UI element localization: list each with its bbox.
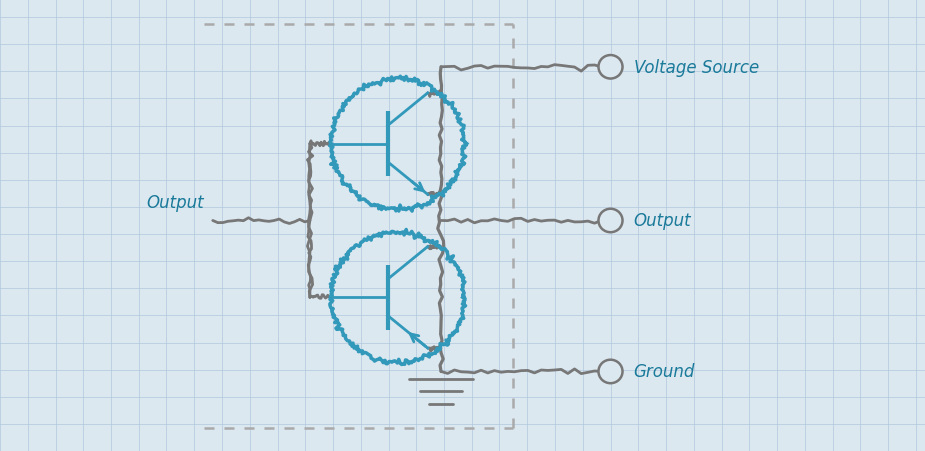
Text: Output: Output — [146, 194, 204, 212]
Circle shape — [598, 209, 623, 233]
Text: Voltage Source: Voltage Source — [634, 59, 758, 77]
Text: Ground: Ground — [634, 363, 695, 381]
Circle shape — [598, 56, 623, 79]
Text: Output: Output — [634, 212, 691, 230]
Circle shape — [598, 360, 623, 383]
